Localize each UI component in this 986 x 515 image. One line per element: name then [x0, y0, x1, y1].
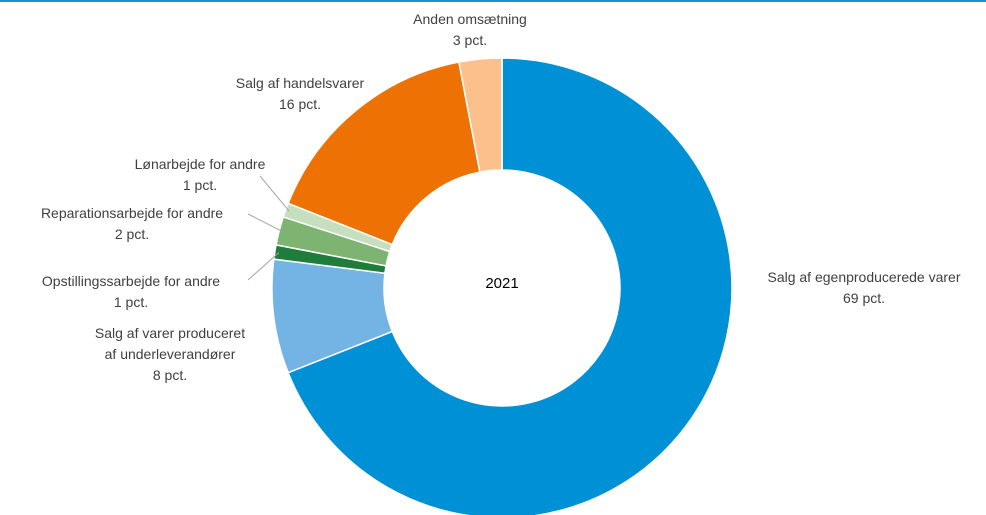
- label-line: af underleverandører: [105, 346, 236, 362]
- label-l-narbejde-for-andre: Lønarbejde for andre 1 pct.: [135, 156, 266, 193]
- label-line: 8 pct.: [153, 367, 187, 383]
- label-line: Opstillingssarbejde for andre: [42, 273, 220, 289]
- label-line: Salg af handelsvarer: [236, 75, 365, 91]
- label-line: 16 pct.: [279, 96, 321, 112]
- slice-anden-oms-tning: [458, 57, 503, 173]
- label-anden-oms-tning: Anden omsætning 3 pct.: [413, 11, 527, 48]
- label-line: Anden omsætning: [413, 11, 527, 27]
- label-salg-af-egenproducerede-varer: Salg af egenproducerede varer 69 pct.: [767, 269, 960, 306]
- slice-salg-af-handelsvarer: [287, 61, 481, 246]
- top-rule: [0, 0, 986, 2]
- label-line: 1 pct.: [183, 177, 217, 193]
- label-line: Reparationsarbejde for andre: [41, 205, 223, 221]
- slices: [271, 57, 733, 515]
- callout-l-narbejde-for-andre: [259, 175, 290, 212]
- center-label: 2021: [485, 275, 518, 292]
- label-line: 1 pct.: [114, 294, 148, 310]
- label-opstillingssarbejde-for-andre: Opstillingssarbejde for andre 1 pct.: [42, 273, 220, 310]
- label-line: Lønarbejde for andre: [135, 156, 266, 172]
- label-salg-af-varer-produceret-af-underleverand-rer: Salg af varer produceret af underleverand…: [95, 325, 245, 383]
- callouts: [247, 175, 290, 281]
- slice-salg-af-egenproducerede-varer: [287, 57, 733, 515]
- labels: Salg af egenproducerede varer 69 pct.Salg…: [41, 11, 961, 383]
- label-salg-af-handelsvarer: Salg af handelsvarer 16 pct.: [236, 75, 365, 112]
- label-line: 3 pct.: [453, 32, 487, 48]
- label-line: 2 pct.: [115, 226, 149, 242]
- callout-reparationsarbejde-for-andre: [247, 213, 284, 233]
- label-line: 69 pct.: [843, 290, 885, 306]
- label-line: Salg af egenproducerede varer: [767, 269, 960, 285]
- callout-opstillingssarbejde-for-andre: [247, 252, 280, 281]
- label-line: Salg af varer produceret: [95, 325, 245, 341]
- label-reparationsarbejde-for-andre: Reparationsarbejde for andre 2 pct.: [41, 205, 223, 242]
